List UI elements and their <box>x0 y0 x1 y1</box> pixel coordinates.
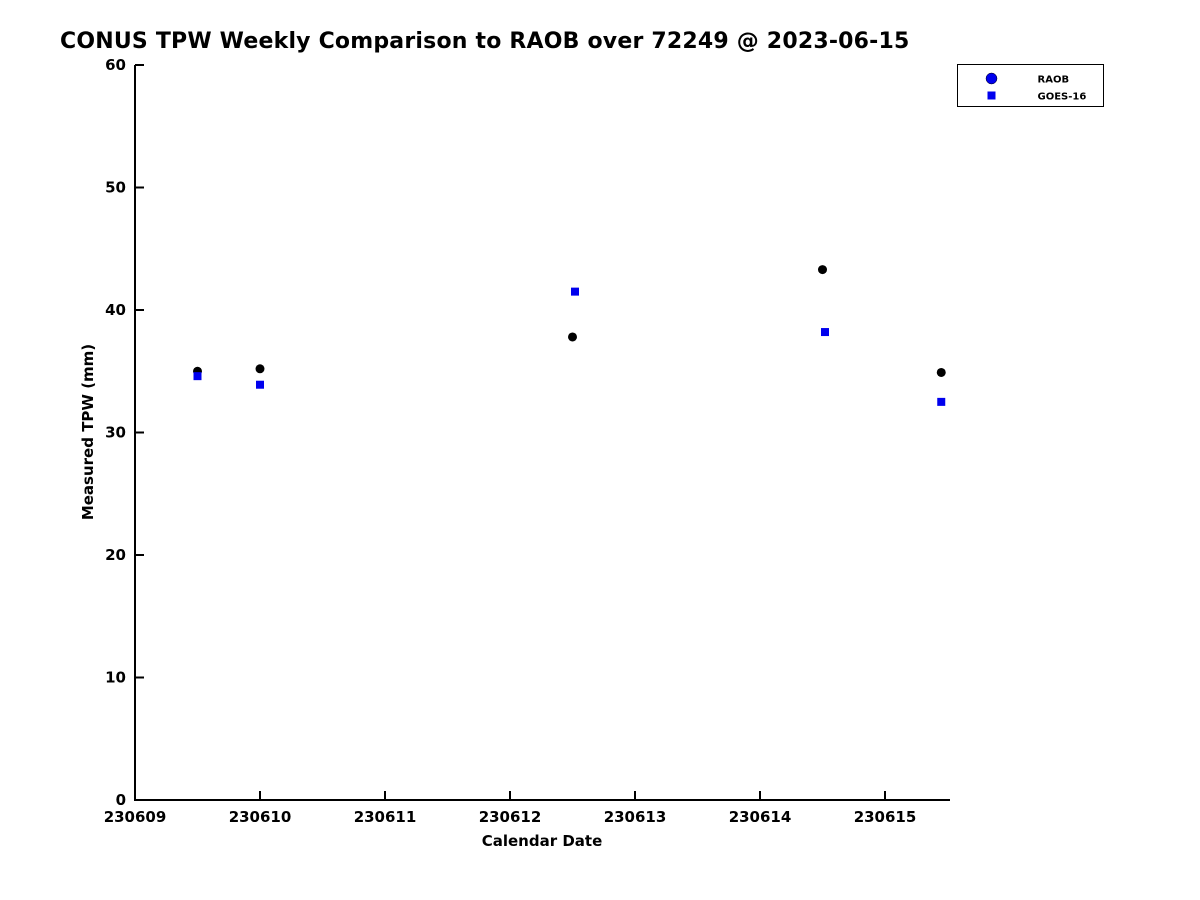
goes-16-point <box>821 328 829 337</box>
goes-16-point <box>937 397 946 406</box>
x-axis-label: Calendar Date <box>481 832 603 850</box>
y-tick-label: 20 <box>105 546 126 564</box>
goes-16-point <box>571 287 579 296</box>
x-tick-label: 230611 <box>354 808 417 826</box>
chart-title: CONUS TPW Weekly Comparison to RAOB over… <box>60 29 910 54</box>
y-axis-label: Measured TPW (mm) <box>79 343 97 521</box>
y-tick-label: 30 <box>105 424 126 442</box>
legend-label-raob: RAOB <box>1038 75 1070 86</box>
y-tick-label: 0 <box>116 791 126 809</box>
raob-point <box>568 332 577 342</box>
y-tick-label: 40 <box>105 301 126 319</box>
x-tick-label: 230612 <box>479 808 542 826</box>
legend-label-goes-16: GOES-16 <box>1038 92 1087 103</box>
goes-16-point <box>193 372 202 381</box>
legend-marker-goes-16 <box>987 91 996 100</box>
legend-marker-raob <box>985 72 998 85</box>
y-tick-label: 10 <box>105 669 126 687</box>
x-tick-label: 230610 <box>229 808 292 826</box>
legend-box <box>957 64 1104 107</box>
x-tick-label: 230609 <box>104 808 167 826</box>
x-tick-label: 230615 <box>854 808 917 826</box>
raob-point <box>255 364 265 374</box>
x-tick-label: 230613 <box>604 808 667 826</box>
x-tick-label: 230614 <box>729 808 792 826</box>
goes-16-point <box>256 380 264 389</box>
y-tick-label: 50 <box>105 179 126 197</box>
raob-point <box>818 265 827 275</box>
raob-point <box>936 367 946 377</box>
y-tick-label: 60 <box>105 56 126 74</box>
